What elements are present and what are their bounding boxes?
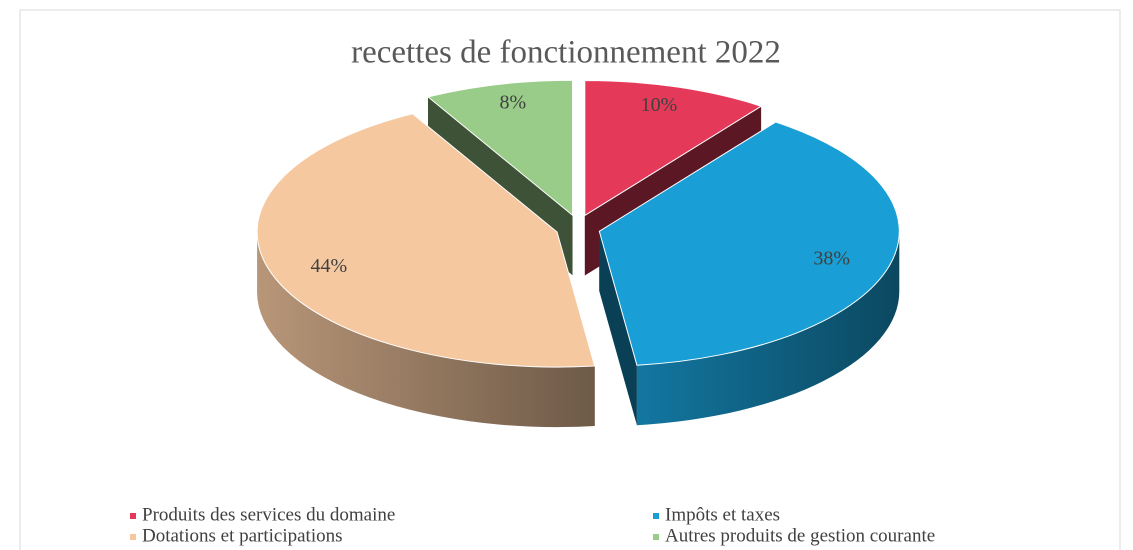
slice-top [598,121,900,366]
legend-swatch [130,534,136,540]
slice-wall [599,231,637,426]
legend-label: Autres produits de gestion courante [665,525,935,546]
data-label: 44% [310,255,347,277]
legend-swatch [653,513,659,519]
slice [598,121,900,426]
data-label: 10% [641,94,678,116]
slice-side [636,231,900,426]
slice-side [257,232,595,428]
chart-title: recettes de fonctionnement 2022 [351,35,781,71]
legend-swatch [130,513,136,519]
slice-top [584,79,763,217]
legend-label: Produits des services du domaine [142,504,395,525]
data-label: 8% [500,92,527,114]
legend-swatch [653,534,659,540]
legend-label: Dotations et participations [142,525,343,546]
data-label: 38% [813,247,850,269]
slice-top [426,79,574,217]
legend-label: Impôts et taxes [665,504,780,525]
slice-top [256,113,596,368]
slice [256,113,596,428]
